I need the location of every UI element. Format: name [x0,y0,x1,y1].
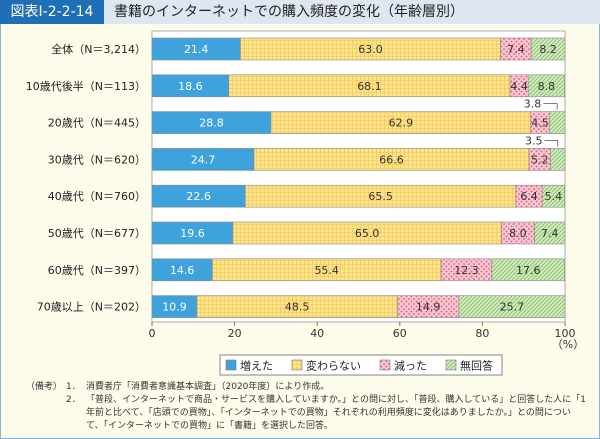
legend-label: 無回答 [460,359,493,373]
data-label: 10.9 [162,301,187,314]
legend-label: 変わらない [306,359,361,373]
bar-segment [550,148,566,171]
category-label: 20歳代（N＝445） [48,117,146,130]
data-label: 4.4 [510,80,528,93]
x-tick-label: 80 [475,327,489,340]
x-tick-label: 60 [393,327,407,340]
data-label: 14.6 [170,264,195,277]
bar-segment [458,295,566,318]
title-bar: 図表Ⅰ-2-2-14 書籍のインターネットでの購入頻度の変化（年齢層別） [0,0,600,24]
x-tick-label: 20 [228,327,242,340]
data-label: 7.4 [507,43,525,56]
data-label: 65.5 [368,190,393,203]
x-unit-label: （%） [552,338,584,351]
data-label: 14.9 [416,301,441,314]
leader-line [543,103,558,110]
bar-segment [549,111,566,134]
stacked-bar-chart: 全体（N＝3,214） 21.4 63.0 7.4 8.2 10歳代後半（N＝113） 18… [26,30,584,376]
data-label: 18.6 [178,80,203,93]
note-number: 2． [66,395,81,405]
data-label: 21.4 [184,43,209,56]
notes: （備考） 1． 消費者庁「消費者意識基本調査」（2020年度）により作成。 2． 「普… [26,381,586,433]
category-label: 30歳代（N＝620） [48,153,146,166]
data-label: 63.0 [358,43,383,56]
legend-swatch [291,359,303,371]
x-tick-label: 100 [555,327,576,340]
data-label: 19.6 [180,227,205,240]
data-label: 68.1 [357,80,382,93]
legend-swatch [445,359,457,371]
note-text: 「普段、インターネットで商品・サービスを購入していますか。」との問に対し、「普段… [86,395,586,431]
category-label: 10歳代後半（N＝113） [26,79,146,93]
data-label: 24.7 [191,153,216,166]
legend-swatch [379,359,391,371]
data-label: 22.6 [186,190,211,203]
data-label: 62.9 [389,117,414,130]
data-label: 17.6 [516,264,541,277]
data-label: 3.8 [524,98,542,111]
data-label: 12.3 [454,264,479,277]
notes-head: （備考） [26,382,63,392]
x-tick-label: 40 [310,327,324,340]
data-label: 8.0 [509,227,527,240]
x-tick-label: 0 [149,327,156,340]
bar-segment [530,37,566,61]
figure-label: 図表Ⅰ-2-2-14 [0,0,104,24]
data-label: 8.2 [539,43,557,56]
data-label: 5.4 [545,190,563,203]
data-label: 48.5 [285,301,310,314]
data-label: 55.4 [314,264,339,277]
legend-label: 増えた [240,360,273,373]
data-label: 66.6 [379,153,404,166]
category-label: 50歳代（N＝677） [48,227,146,240]
note-number: 1． [66,382,81,392]
data-label: 65.0 [355,227,380,240]
category-label: 60歳代（N＝397） [48,264,146,277]
legend: 増えた 変わらない 減った 無回答 [219,354,503,376]
data-label: 4.5 [531,117,549,130]
category-label: 70歳以上（N＝202） [37,301,146,314]
bar-segment [541,184,565,208]
leader-line [544,140,559,147]
data-label: 5.2 [531,153,549,166]
legend-label: 減った [394,359,427,373]
note-text: 消費者庁「消費者意識基本調査」（2020年度）により作成。 [86,382,330,392]
bar-segment [534,221,566,245]
figure-title: 書籍のインターネットでの購入頻度の変化（年齢層別） [114,4,464,20]
data-label: 25.7 [500,301,525,314]
data-label: 7.4 [541,227,559,240]
data-label: 6.4 [520,190,538,203]
data-label: 8.8 [538,80,556,93]
data-label: 3.5 [525,134,543,147]
category-label: 全体（N＝3,214） [51,42,146,56]
bar-segment [491,258,565,282]
bar-segment [527,74,565,98]
data-label: 28.8 [199,117,224,130]
legend-swatch [225,359,237,371]
category-label: 40歳代（N＝760） [48,190,146,203]
